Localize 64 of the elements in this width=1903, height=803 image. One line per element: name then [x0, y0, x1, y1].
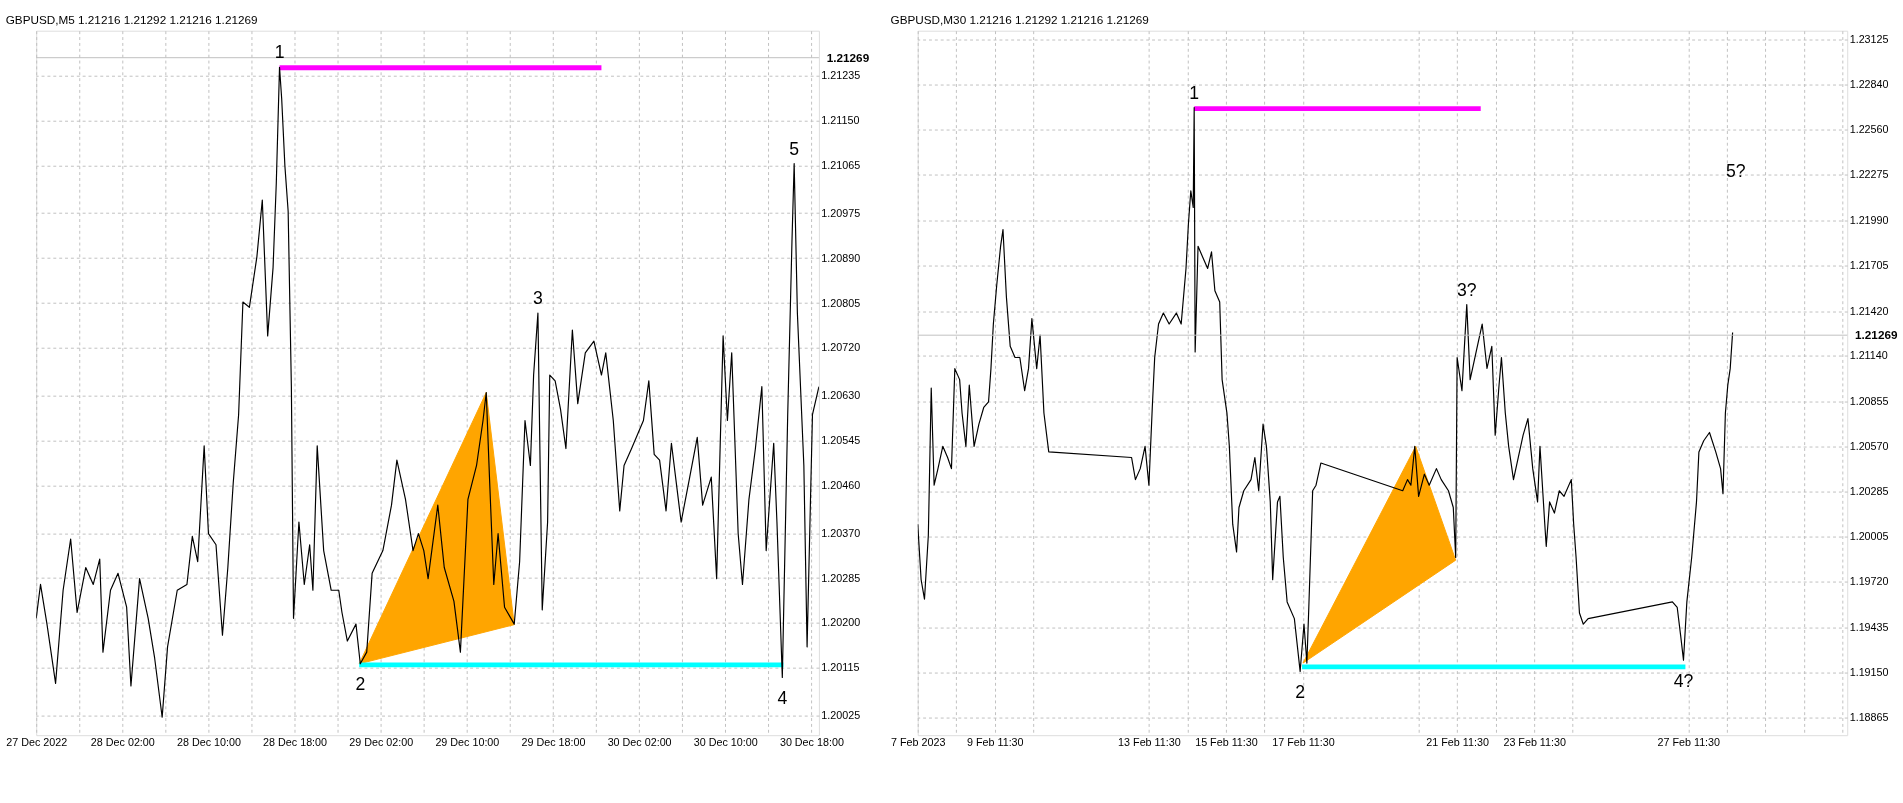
annotation: 4?	[1673, 670, 1694, 691]
x-tick-label: 29 Dec 02:00	[349, 736, 414, 749]
y-tick-label: 1.21990	[1849, 213, 1889, 226]
y-tick-label: 1.20025	[821, 709, 861, 722]
x-tick-label: 30 Dec 02:00	[607, 736, 672, 749]
x-tick-label: 9 Feb 11:30	[966, 736, 1024, 749]
y-tick-label: 1.23125	[1849, 33, 1889, 46]
x-tick-label: 7 Feb 2023	[891, 736, 946, 749]
x-tick-label: 30 Dec 10:00	[693, 736, 758, 749]
y-tick-label: 1.21420	[1849, 304, 1889, 317]
ref-line-label: 1.21269	[826, 50, 870, 64]
y-tick-label: 1.20545	[821, 434, 861, 447]
annotation: 5	[789, 138, 800, 159]
y-tick-label: 1.20805	[821, 296, 861, 309]
y-tick-label: 1.22560	[1849, 123, 1889, 136]
x-tick-label: 21 Feb 11:30	[1426, 736, 1489, 749]
annotation: 2	[355, 674, 366, 695]
annotation: 1	[274, 42, 285, 63]
x-tick-label: 29 Dec 18:00	[521, 736, 586, 749]
x-tick-label: 27 Feb 11:30	[1657, 736, 1721, 749]
y-tick-label: 1.21065	[821, 159, 861, 172]
y-tick-label: 1.20630	[821, 389, 861, 402]
y-tick-label: 1.21235	[821, 69, 861, 82]
annotation: 5?	[1725, 160, 1746, 181]
x-tick-label: 29 Dec 10:00	[435, 736, 500, 749]
x-tick-label: 15 Feb 11:30	[1195, 736, 1258, 749]
y-tick-label: 1.20115	[821, 661, 860, 674]
line-series	[36, 66, 819, 718]
y-tick-label: 1.22275	[1849, 168, 1889, 181]
annotation: 1	[1189, 82, 1200, 103]
y-tick-label: 1.20855	[1849, 394, 1889, 407]
y-tick-label: 1.20570	[1849, 439, 1889, 452]
y-tick-label: 1.21140	[1849, 349, 1888, 362]
ref-line-label: 1.21269	[1855, 328, 1898, 342]
y-tick-label: 1.20005	[1849, 529, 1889, 542]
y-tick-label: 1.20200	[821, 616, 861, 629]
y-tick-label: 1.18865	[1849, 711, 1889, 724]
y-tick-label: 1.20975	[821, 206, 861, 219]
y-tick-label: 1.20890	[821, 251, 861, 264]
chart-title: GBPUSD,M30 1.21216 1.21292 1.21216 1.21269	[890, 12, 1149, 26]
x-tick-label: 27 Dec 2022	[6, 736, 68, 749]
y-tick-label: 1.20460	[821, 478, 861, 491]
y-tick-label: 1.20285	[821, 571, 861, 584]
annotation: 2	[1295, 681, 1306, 702]
x-tick-label: 28 Dec 10:00	[176, 736, 241, 749]
y-tick-label: 1.21705	[1849, 259, 1889, 272]
x-tick-label: 17 Feb 11:30	[1272, 736, 1335, 749]
annotation: 3?	[1456, 279, 1477, 300]
y-tick-label: 1.20370	[821, 526, 861, 539]
annotation: 3	[533, 288, 544, 309]
x-tick-label: 13 Feb 11:30	[1118, 736, 1181, 749]
annotation: 4	[777, 687, 788, 708]
x-tick-label: 28 Dec 18:00	[263, 736, 328, 749]
y-tick-label: 1.19435	[1849, 620, 1889, 633]
x-tick-label: 23 Feb 11:30	[1503, 736, 1566, 749]
y-tick-label: 1.20720	[821, 341, 861, 354]
y-tick-label: 1.22840	[1849, 78, 1889, 91]
y-tick-label: 1.20285	[1849, 485, 1889, 498]
x-tick-label: 28 Dec 02:00	[90, 736, 155, 749]
chart-title: GBPUSD,M5 1.21216 1.21292 1.21216 1.21269	[5, 12, 258, 26]
y-tick-label: 1.19720	[1849, 575, 1889, 588]
y-tick-label: 1.19150	[1849, 666, 1889, 679]
x-tick-label: 30 Dec 18:00	[779, 736, 844, 749]
y-tick-label: 1.21150	[821, 114, 860, 127]
